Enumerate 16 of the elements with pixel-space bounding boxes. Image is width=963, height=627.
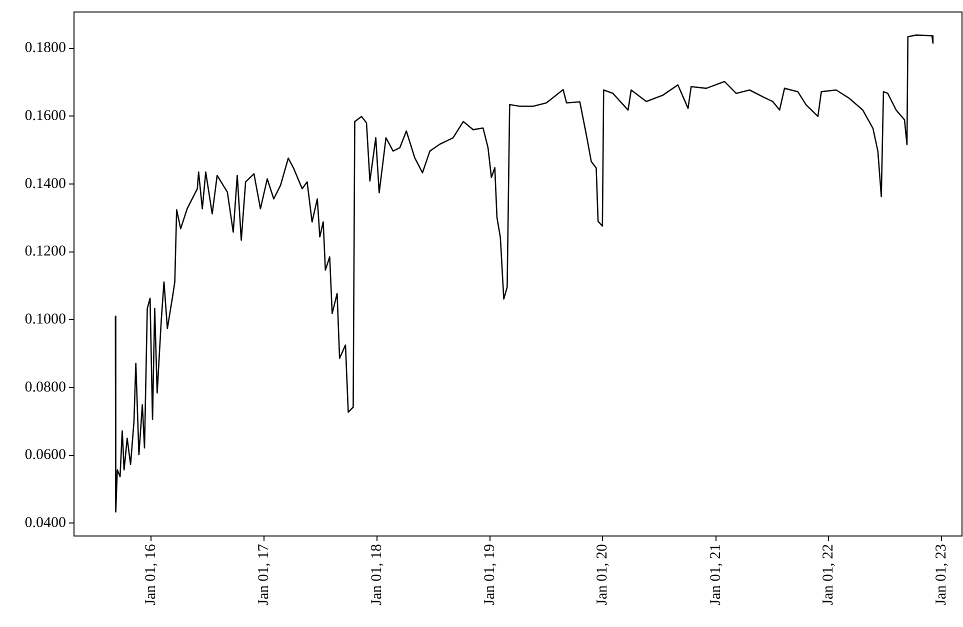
x-tick-label: Jan 01, 23 [934,544,950,606]
y-tick-label: 0.0400 [24,515,66,532]
x-tick-label: Jan 01, 16 [142,544,159,606]
y-tick-label: 0.1200 [24,244,66,260]
y-tick-label: 0.1000 [24,312,66,328]
x-tick-label: Jan 01, 20 [594,544,611,606]
x-tick-label: Jan 01, 19 [482,544,498,606]
y-tick-label: 0.1600 [24,108,66,124]
y-tick-label: 0.1400 [24,176,66,192]
x-tick-label: Jan 01, 17 [256,544,272,606]
y-tick-label: 0.0600 [24,447,66,464]
y-tick-label: 0.1800 [24,40,66,56]
x-tick-label: Jan 01, 18 [368,544,385,606]
x-tick-label: Jan 01, 21 [708,544,724,606]
y-tick-label: 0.0800 [24,379,66,396]
x-tick-label: Jan 01, 22 [820,544,837,606]
